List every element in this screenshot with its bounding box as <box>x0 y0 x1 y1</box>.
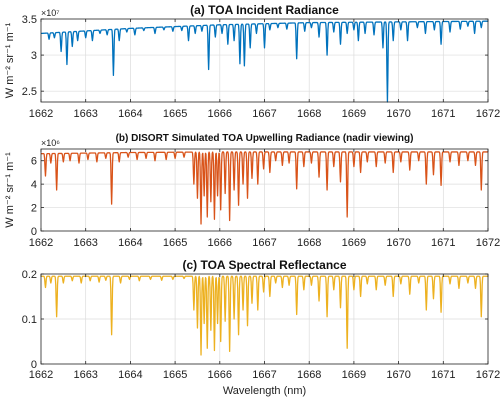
x-tick-label: 1668 <box>297 369 321 381</box>
y-tick-label: 6 <box>31 156 37 168</box>
x-tick-label: 1670 <box>386 369 410 381</box>
y-tick-label: 2 <box>31 203 37 215</box>
x-tick-label: 1665 <box>163 237 187 249</box>
x-tick-label: 1668 <box>297 108 321 120</box>
y-exponent-label: ×10⁷ <box>41 8 60 18</box>
panel-2: 1662 1663 1664 1665 1666 1667 1668 1669 1670 1671… <box>4 133 500 249</box>
x-tick-label: 1671 <box>431 237 455 249</box>
x-tick-label: 1669 <box>342 369 366 381</box>
x-tick-label: 1666 <box>208 369 232 381</box>
x-tick-label: 1665 <box>163 108 187 120</box>
series-line <box>40 151 489 225</box>
x-tick-label: 1662 <box>29 237 53 249</box>
x-tick-label: 1662 <box>29 369 53 381</box>
x-tick-label: 1670 <box>386 237 410 249</box>
x-tick-label: 1666 <box>208 108 232 120</box>
panel-3: 1662 1663 1664 1665 1666 1667 1668 1669 1670 1671… <box>22 258 500 397</box>
y-axis-label: W m⁻² sr⁻¹ m⁻¹ <box>4 22 16 98</box>
x-tick-label: 1664 <box>118 369 142 381</box>
x-tick-label: 1669 <box>342 108 366 120</box>
panel-title: (b) DISORT Simulated TOA Upwelling Radia… <box>116 133 414 144</box>
y-tick-label: 0 <box>31 226 37 238</box>
x-tick-label: 1662 <box>29 108 53 120</box>
x-tick-label: 1665 <box>163 369 187 381</box>
x-tick-label: 1672 <box>476 108 500 120</box>
series-line <box>40 20 489 103</box>
x-tick-label: 1663 <box>73 237 97 249</box>
y-tick-label: 3.5 <box>22 14 37 26</box>
panel-1: 1662 1663 1664 1665 1666 1667 1668 1669 1670 1671… <box>4 3 500 120</box>
x-tick-label: 1664 <box>118 237 142 249</box>
x-tick-label: 1667 <box>252 237 276 249</box>
x-tick-label: 1671 <box>431 108 455 120</box>
x-tick-label: 1670 <box>386 108 410 120</box>
x-tick-label: 1663 <box>73 369 97 381</box>
panel-title: (c) TOA Spectral Reflectance <box>182 258 346 272</box>
y-tick-label: 0.1 <box>22 314 37 326</box>
y-tick-label: 2.5 <box>22 86 37 98</box>
x-tick-label: 1667 <box>252 108 276 120</box>
x-tick-label: 1667 <box>252 369 276 381</box>
panel-title: (a) TOA Incident Radiance <box>190 3 339 17</box>
y-tick-label: 4 <box>31 179 37 191</box>
x-tick-label: 1672 <box>476 237 500 249</box>
x-tick-label: 1668 <box>297 237 321 249</box>
y-axis-label: W m⁻² sr⁻¹ m⁻¹ <box>4 152 16 228</box>
y-tick-label: 0.2 <box>22 269 37 281</box>
x-tick-label: 1671 <box>431 369 455 381</box>
x-tick-label: 1664 <box>118 108 142 120</box>
x-tick-label: 1669 <box>342 237 366 249</box>
series-line <box>40 275 489 356</box>
x-tick-label: 1666 <box>208 237 232 249</box>
x-axis-label: Wavelength (nm) <box>223 385 306 397</box>
x-tick-label: 1663 <box>73 108 97 120</box>
y-tick-label: 0 <box>31 359 37 371</box>
y-exponent-label: ×10⁶ <box>41 138 60 148</box>
y-tick-label: 3 <box>31 50 37 62</box>
x-tick-label: 1672 <box>476 369 500 381</box>
